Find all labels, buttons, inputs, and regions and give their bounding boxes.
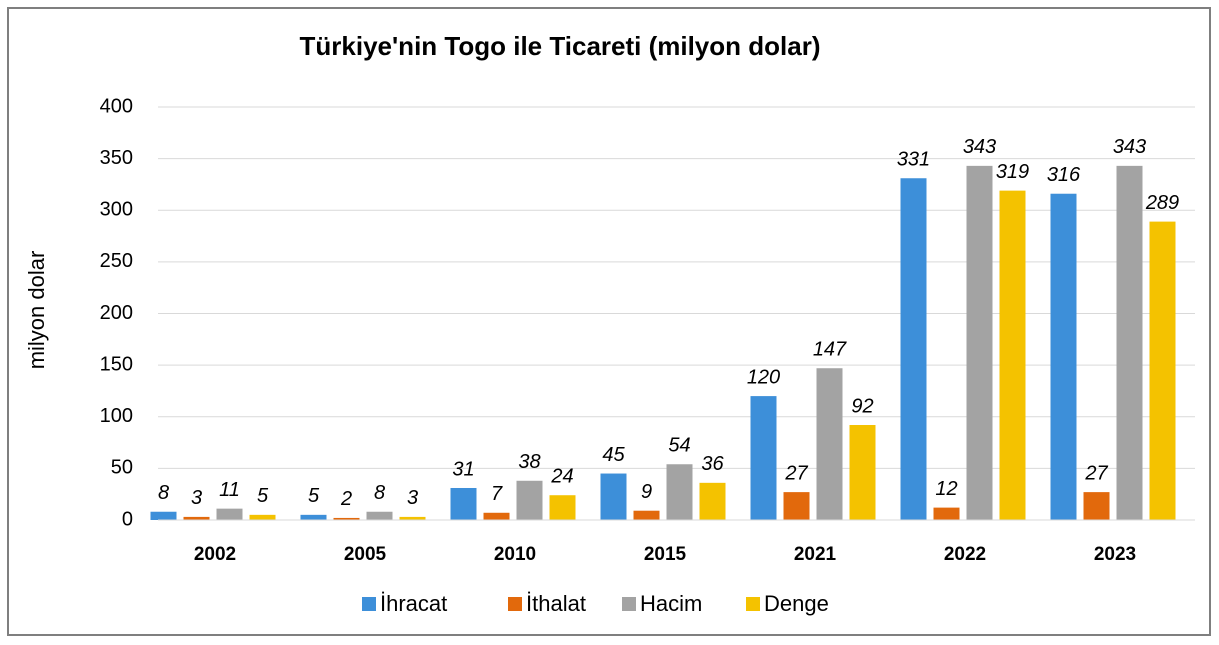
x-tick-label: 2010	[494, 544, 536, 565]
bar	[483, 512, 510, 520]
x-tick-label: 2021	[794, 544, 837, 565]
data-label: 120	[747, 366, 780, 388]
legend-swatch	[746, 597, 760, 611]
data-label: 3	[191, 487, 202, 509]
data-label: 289	[1145, 192, 1179, 214]
legend-swatch	[362, 597, 376, 611]
data-label: 12	[935, 478, 957, 500]
legend-swatch	[622, 597, 636, 611]
data-label: 11	[219, 479, 240, 501]
data-label: 54	[668, 435, 690, 457]
data-label: 8	[374, 482, 385, 504]
bar	[783, 492, 810, 520]
bar	[1083, 492, 1110, 520]
data-label: 331	[897, 149, 930, 171]
bar	[1116, 165, 1143, 521]
data-label: 3	[407, 487, 418, 509]
bar	[633, 510, 660, 520]
x-tick-label: 2005	[344, 544, 387, 565]
bar	[183, 516, 210, 520]
data-label: 7	[491, 483, 503, 505]
data-label: 36	[701, 453, 724, 475]
y-tick-label: 0	[122, 508, 133, 530]
x-tick-label: 2022	[944, 544, 986, 565]
data-label: 343	[963, 136, 996, 158]
data-label: 92	[851, 395, 873, 417]
data-label: 9	[641, 481, 652, 503]
data-label: 343	[1113, 136, 1146, 158]
bar	[816, 368, 843, 520]
data-label: 31	[452, 458, 474, 480]
bar	[933, 507, 960, 520]
bar	[249, 514, 276, 520]
data-label: 24	[550, 466, 573, 488]
y-tick-label: 150	[100, 353, 133, 375]
bar	[849, 425, 876, 520]
legend-label: Denge	[764, 591, 829, 616]
legend-label: İhracat	[380, 591, 447, 616]
data-label: 27	[784, 462, 808, 484]
y-tick-label: 200	[100, 302, 133, 324]
data-label: 8	[158, 482, 169, 504]
y-tick-label: 100	[100, 405, 133, 427]
bar	[333, 517, 360, 520]
data-label: 5	[308, 485, 320, 507]
data-label: 319	[996, 161, 1029, 183]
data-label: 27	[1084, 462, 1108, 484]
bar	[549, 495, 576, 520]
bar	[450, 487, 477, 520]
y-tick-label: 350	[100, 147, 133, 169]
bar	[699, 482, 726, 520]
y-tick-label: 50	[111, 457, 133, 479]
bar	[1149, 221, 1176, 521]
legend-swatch	[508, 597, 522, 611]
data-label: 45	[602, 444, 625, 466]
x-tick-label: 2023	[1094, 544, 1136, 565]
chart-border	[7, 7, 1211, 636]
bar	[600, 473, 627, 520]
y-axis-label: milyon dolar	[24, 251, 49, 370]
bar	[300, 514, 327, 520]
chart-title: Türkiye'nin Togo ile Ticareti (milyon do…	[300, 31, 821, 61]
bar	[666, 464, 693, 520]
bar	[366, 511, 393, 520]
bar	[516, 480, 543, 520]
bar	[1050, 193, 1077, 521]
bar	[966, 165, 993, 521]
bar	[750, 396, 777, 520]
bar	[999, 190, 1026, 520]
y-tick-label: 300	[100, 199, 133, 221]
data-label: 2	[340, 488, 352, 510]
bar	[150, 511, 177, 520]
data-label: 147	[813, 339, 847, 361]
data-label: 316	[1047, 164, 1081, 186]
x-tick-label: 2002	[194, 544, 236, 565]
legend-label: İthalat	[526, 591, 586, 616]
bar	[399, 516, 426, 520]
y-tick-label: 250	[100, 250, 133, 272]
data-label: 38	[518, 451, 540, 473]
legend-label: Hacim	[640, 591, 702, 616]
x-tick-label: 2015	[644, 544, 687, 565]
bar	[900, 178, 927, 520]
data-label: 5	[257, 485, 269, 507]
y-tick-label: 400	[100, 95, 133, 117]
bar	[216, 508, 243, 520]
